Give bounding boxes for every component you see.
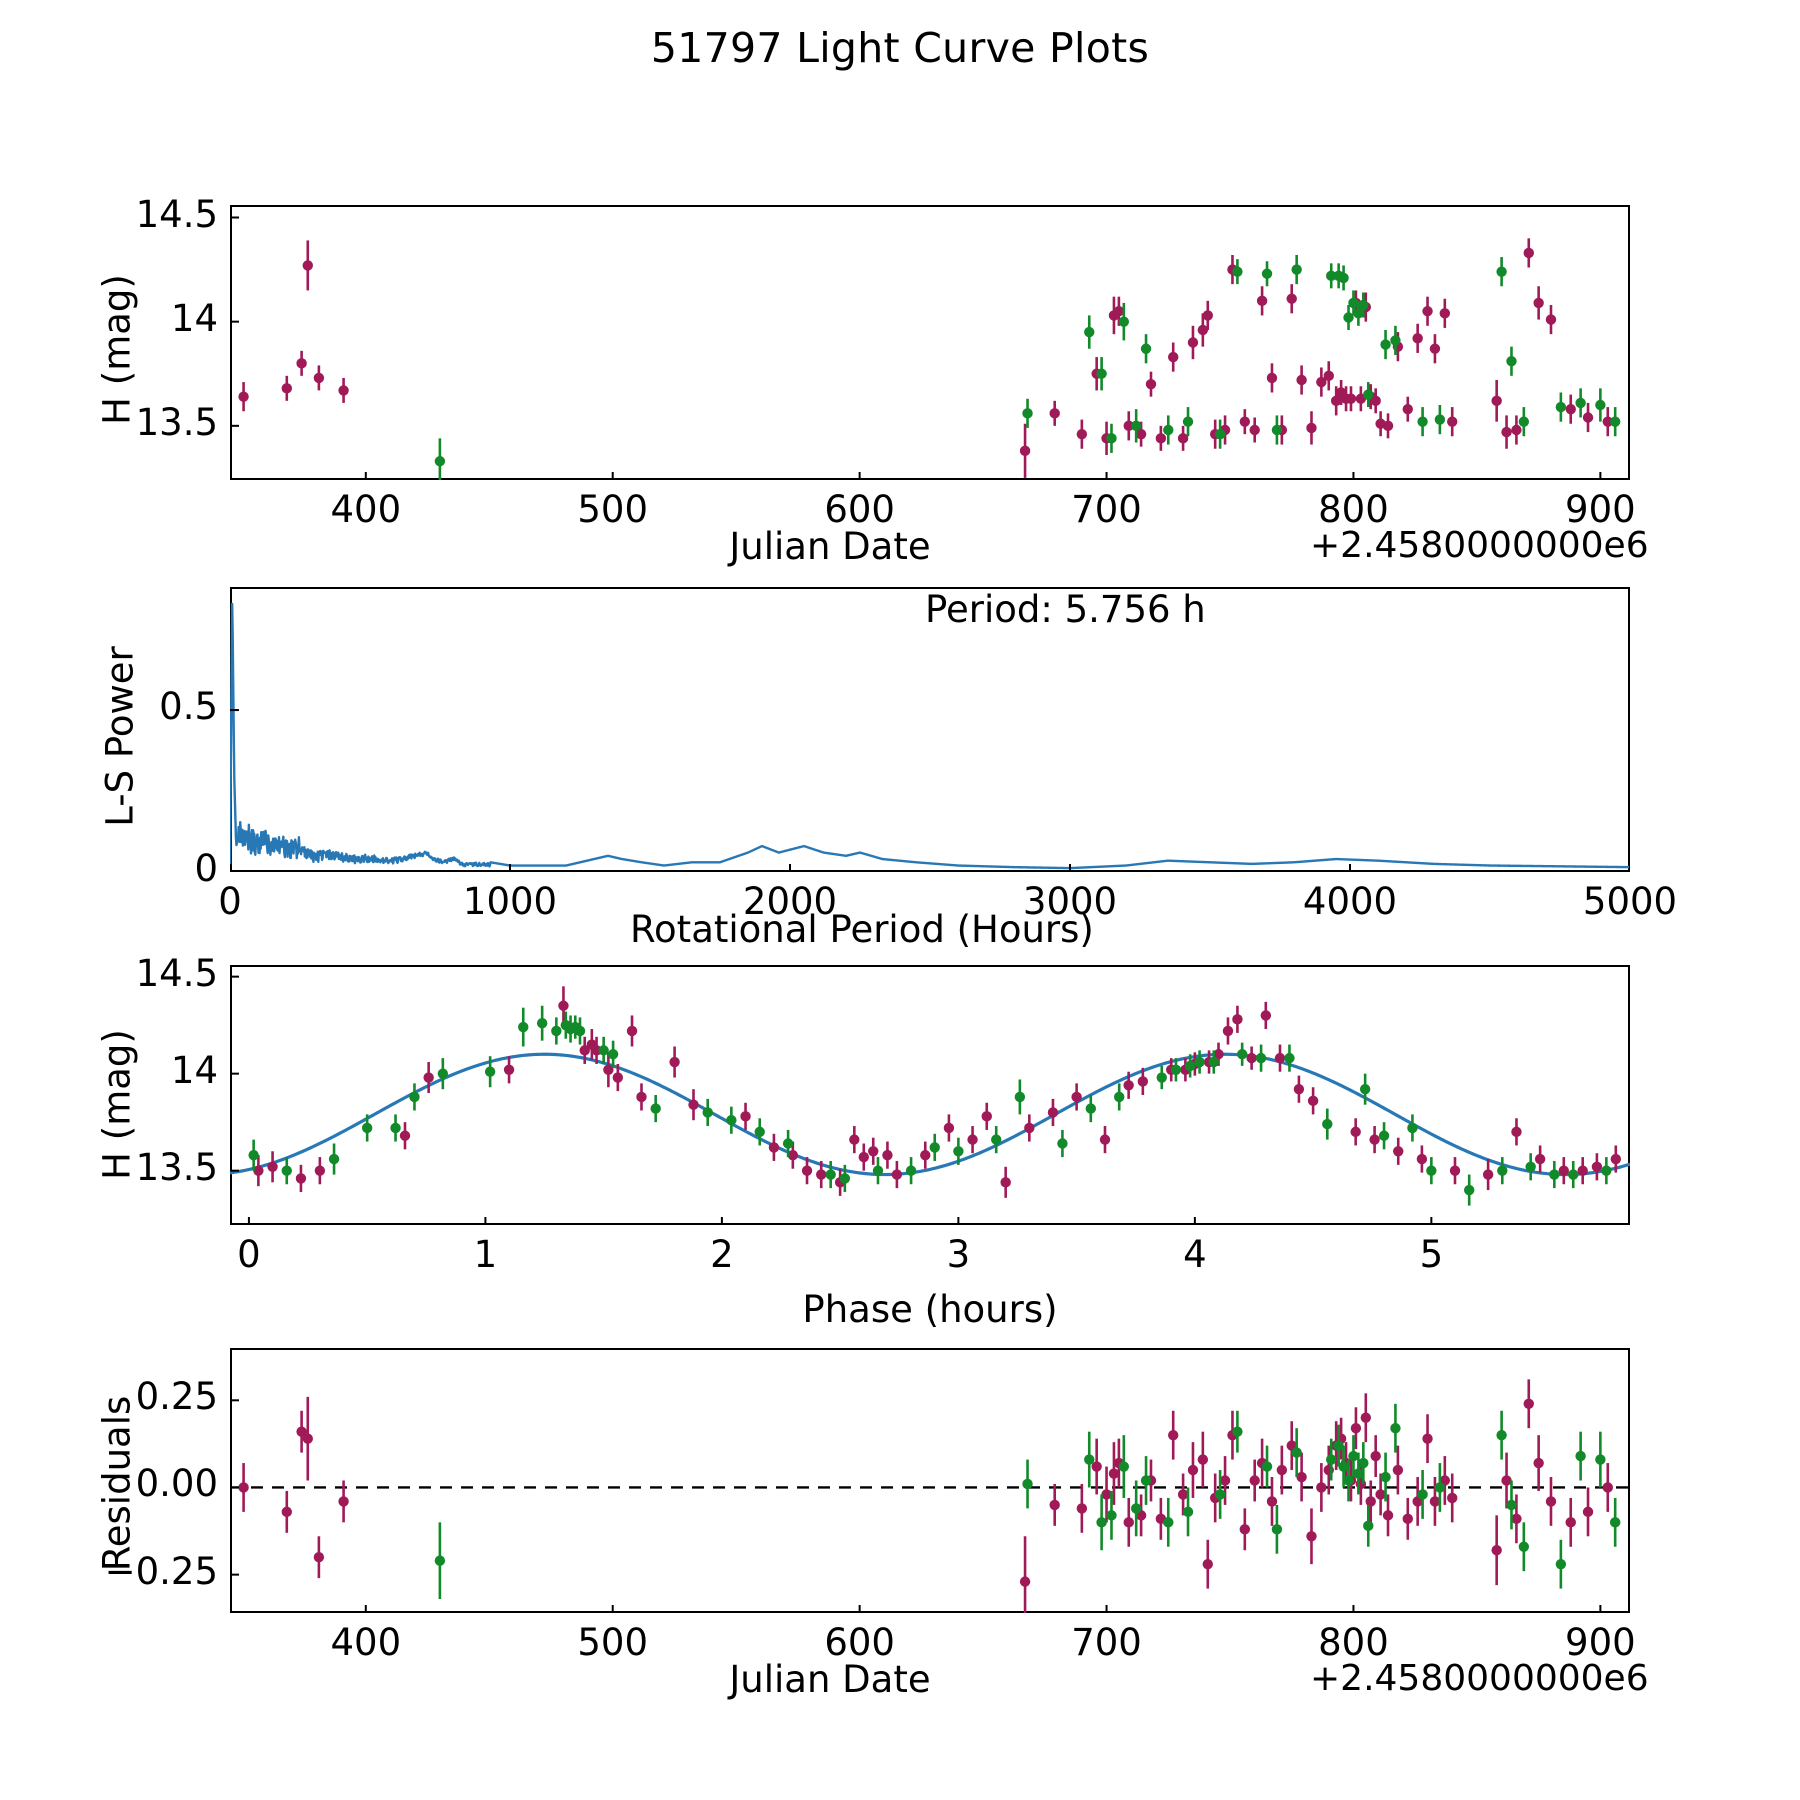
residuals-xtick-label: 400 — [330, 1621, 402, 1664]
periodogram-ylabel: L-S Power — [98, 646, 142, 827]
phase-xtick-label: 0 — [237, 1233, 261, 1276]
phase-xlabel: Phase (hours) — [802, 1288, 1058, 1331]
phase-ylabel: H (mag) — [95, 1029, 139, 1180]
periodogram-axes-frame — [230, 587, 1630, 872]
residuals-xtick-label: 500 — [577, 1621, 649, 1664]
panel-residuals — [230, 1348, 1630, 1613]
lightcurve-xtick-label: 600 — [824, 488, 895, 531]
lightcurve-ytick-label: 13.5 — [135, 400, 218, 444]
residuals-xtick-label: 800 — [1318, 1621, 1389, 1664]
lightcurve-xtick-label: 800 — [1318, 488, 1389, 531]
periodogram-xtick-label: 5000 — [1582, 880, 1678, 923]
lightcurve-ylabel: H (mag) — [95, 274, 139, 425]
lightcurve-xtick-label: 900 — [1565, 488, 1636, 531]
periodogram-ytick-label: 0.5 — [159, 685, 218, 729]
period-annotation: Period: 5.756 h — [925, 588, 1206, 631]
residuals-ytick-label: −0.25 — [104, 1549, 218, 1593]
residuals-xtick-label: 600 — [824, 1621, 895, 1664]
lightcurve-ytick-label: 14 — [170, 296, 218, 340]
lightcurve-ytick-label: 14.5 — [135, 192, 218, 236]
lightcurve-xtick-label: 700 — [1071, 488, 1142, 531]
residuals-ytick-label: 0.00 — [135, 1462, 218, 1506]
phase-xtick-label: 2 — [710, 1233, 734, 1276]
residuals-xlabel: Julian Date — [729, 1658, 931, 1701]
phase-ytick-label: 14.5 — [135, 951, 218, 995]
panel-periodogram — [230, 587, 1630, 872]
residuals-xtick-label: 900 — [1565, 1621, 1636, 1664]
periodogram-xtick-label: 2000 — [742, 880, 838, 923]
periodogram-xtick-label: 1000 — [462, 880, 558, 923]
phase-xtick-label: 5 — [1419, 1233, 1444, 1276]
lightcurve-x-offset: +2.4580000000e6 — [1310, 525, 1649, 566]
phase-xtick-label: 4 — [1183, 1233, 1207, 1276]
residuals-ytick-label: 0.25 — [135, 1375, 218, 1419]
lightcurve-xlabel: Julian Date — [729, 525, 931, 568]
residuals-plot — [230, 1379, 1630, 1613]
periodogram-xtick-label: 4000 — [1302, 880, 1398, 923]
panel-phase-curve — [230, 965, 1630, 1225]
phase-plot — [230, 975, 1630, 1225]
periodogram-xtick-label: 0 — [218, 880, 242, 923]
lightcurve-xtick-label: 500 — [577, 488, 649, 531]
residuals-xtick-label: 700 — [1071, 1621, 1142, 1664]
periodogram-xtick-label: 3000 — [1022, 880, 1118, 923]
phase-axes-frame — [230, 965, 1630, 1225]
phase-ytick-label: 13.5 — [135, 1145, 218, 1189]
phase-xtick-label: 3 — [946, 1233, 971, 1276]
phase-ytick-label: 14 — [170, 1048, 218, 1092]
lightcurve-xtick-label: 400 — [330, 488, 402, 531]
page-title: 51797 Light Curve Plots — [650, 24, 1150, 72]
phase-xtick-label: 1 — [473, 1233, 498, 1276]
periodogram-xlabel: Rotational Period (Hours) — [630, 908, 1094, 951]
periodogram-ytick-label: 0 — [194, 847, 218, 890]
lightcurve-plot — [230, 216, 1621, 480]
panel-light-curve — [230, 205, 1630, 480]
residuals-x-offset: +2.4580000000e6 — [1310, 1658, 1649, 1699]
periodogram-plot — [230, 602, 1630, 872]
